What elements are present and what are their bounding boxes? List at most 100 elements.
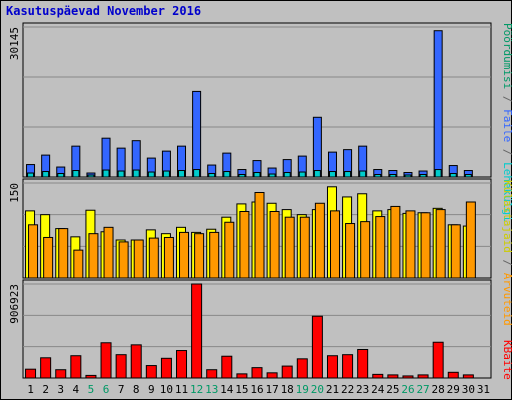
x-tick-label: 12 [190,383,203,396]
bar-arvuteid [88,233,99,279]
x-tick-label: 15 [235,383,248,396]
right-label-bottom: KBaite [501,340,512,380]
bar-kbaite [115,354,127,379]
bar-faile [419,174,427,178]
bar-faile [117,170,125,178]
bar-kbaite [236,373,248,379]
bar-kbaite [326,355,338,379]
bar-arvuteid [435,209,446,279]
bar-arvuteid [118,241,129,279]
right-side-legend: Pöördumisi / Faile / LehekülgiKülastajai… [501,23,512,380]
bar-arvuteid [345,223,356,279]
bar-faile [374,174,382,178]
x-tick-label: 17 [265,383,278,396]
x-tick-label: 1 [27,383,34,396]
bar-faile [87,174,95,178]
bar-arvuteid [43,236,54,279]
x-tick-label: 28 [432,383,445,396]
bar-arvuteid [284,216,295,279]
bar-arvuteid [314,202,325,279]
bar-kbaite [100,342,112,379]
x-tick-label: 6 [103,383,110,396]
bar-faile [208,173,216,178]
bar-faile [313,170,321,178]
bar-arvuteid [420,212,431,279]
bar-faile [389,174,397,178]
y-max-label: 150 [8,183,21,203]
x-tick-label: 5 [88,383,95,396]
bar-arvuteid [329,210,340,279]
bar-faile [328,171,336,178]
bar-arvuteid [450,224,461,279]
x-tick-label: 3 [57,383,64,396]
bar-faile [42,171,50,178]
bar-faile [404,174,412,178]
bar-faile [193,169,201,178]
bar-kbaite [191,283,203,379]
x-tick-label: 14 [220,383,234,396]
right-label-part: KBaite [501,340,512,380]
bar-faile [162,170,170,178]
x-tick-label: 19 [296,383,309,396]
bar-kbaite [342,354,354,379]
bar-arvuteid [179,231,190,279]
right-label-part: / [501,253,512,273]
right-label-part: Arvuteid [501,273,512,326]
visitors-panel: 150 [8,178,492,279]
bar-kbaite [251,367,263,379]
bar-arvuteid [163,236,174,279]
bar-faile [178,170,186,178]
bar-kbaite [447,371,459,379]
bar-faile [57,173,65,178]
bar-kbaite [221,355,233,379]
bar-kbaite [281,365,293,379]
bar-kbaite [372,373,384,379]
bar-faile [253,172,261,178]
x-tick-label: 16 [250,383,263,396]
bar-faile [223,171,231,178]
bar-faile [298,171,306,178]
x-tick-label: 26 [401,383,414,396]
bar-kbaite [160,357,172,379]
bar-faile [102,169,110,178]
x-tick-label: 7 [118,383,125,396]
y-max-label: 30145 [8,27,21,60]
x-tick-label: 27 [416,383,429,396]
x-axis-labels: 1 2 3 4 5 6 7 8 9 10 11 12 13 14 15 16 17 18 19 20 21 22 23 24 2… [27,383,490,396]
right-label-middle: Külastajaid / Arvuteid [501,180,512,326]
x-tick-label: 4 [73,383,80,396]
bar-kbaite [55,369,67,379]
bar-kbaite [266,372,278,379]
bar-arvuteid [239,211,250,279]
x-tick-label: 22 [341,383,354,396]
bar-arvuteid [103,226,114,279]
bar-arvuteid [299,216,310,279]
right-label-top: Pöördumisi / Faile / Lehekülgi [501,23,512,222]
bar-arvuteid [224,221,235,279]
kbytes-panel: 906923 [8,279,492,379]
right-label-part: Külastajaid [501,180,512,253]
bar-faile [72,170,80,178]
bar-faile [359,170,367,178]
right-label-part: Pöördumisi [501,23,512,89]
bar-arvuteid [133,239,144,279]
x-tick-label: 20 [311,383,324,396]
bar-kbaite [40,357,52,379]
bar-kbaite [417,374,429,379]
bar-arvuteid [254,192,265,279]
bar-hits [312,116,322,178]
x-tick-label: 21 [326,383,339,396]
right-label-part: Lehekülgi [501,162,512,222]
bar-kbaite [145,365,157,379]
bar-arvuteid [73,249,84,279]
x-tick-label: 11 [175,383,188,396]
x-tick-label: 18 [281,383,294,396]
bar-faile [132,169,140,178]
bar-faile [238,174,246,178]
x-tick-label: 2 [42,383,49,396]
bar-kbaite [25,368,37,379]
right-label-part: / [501,142,512,162]
bar-arvuteid [58,228,69,279]
